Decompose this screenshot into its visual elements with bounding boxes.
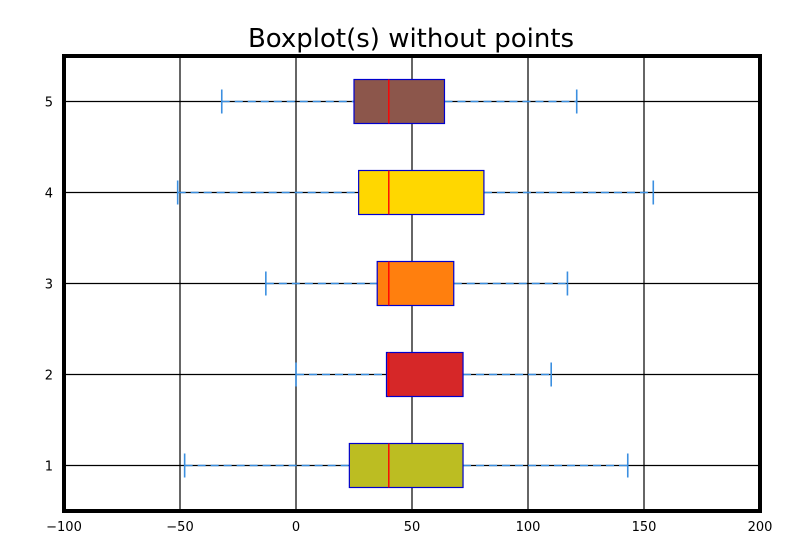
box-2 [385, 351, 464, 398]
x-tick-label: 150 [632, 520, 657, 535]
chart-title: Boxplot(s) without points [248, 24, 574, 54]
y-tick-label: 5 [45, 96, 53, 111]
y-tick-label: 1 [45, 460, 53, 475]
y-tick-label: 4 [45, 187, 53, 202]
y-tick-label: 2 [45, 369, 53, 384]
x-axis-ticks: −100 −50 0 50 100 150 200 [46, 520, 772, 535]
whiskers [176, 89, 655, 478]
x-tick-label: 0 [292, 520, 300, 535]
plot-frame [62, 54, 762, 513]
x-tick-label: 200 [748, 520, 773, 535]
x-tick-label: −50 [166, 520, 193, 535]
box-1 [348, 442, 464, 489]
x-tick-label: −100 [46, 520, 82, 535]
x-tick-label: 50 [404, 520, 421, 535]
box-4 [358, 169, 485, 216]
boxes [348, 78, 485, 489]
box-3 [376, 260, 455, 307]
y-axis-ticks: 1 2 3 4 5 [45, 96, 53, 475]
x-tick-label: 100 [516, 520, 541, 535]
box-5 [353, 78, 446, 125]
y-tick-label: 3 [45, 278, 53, 293]
